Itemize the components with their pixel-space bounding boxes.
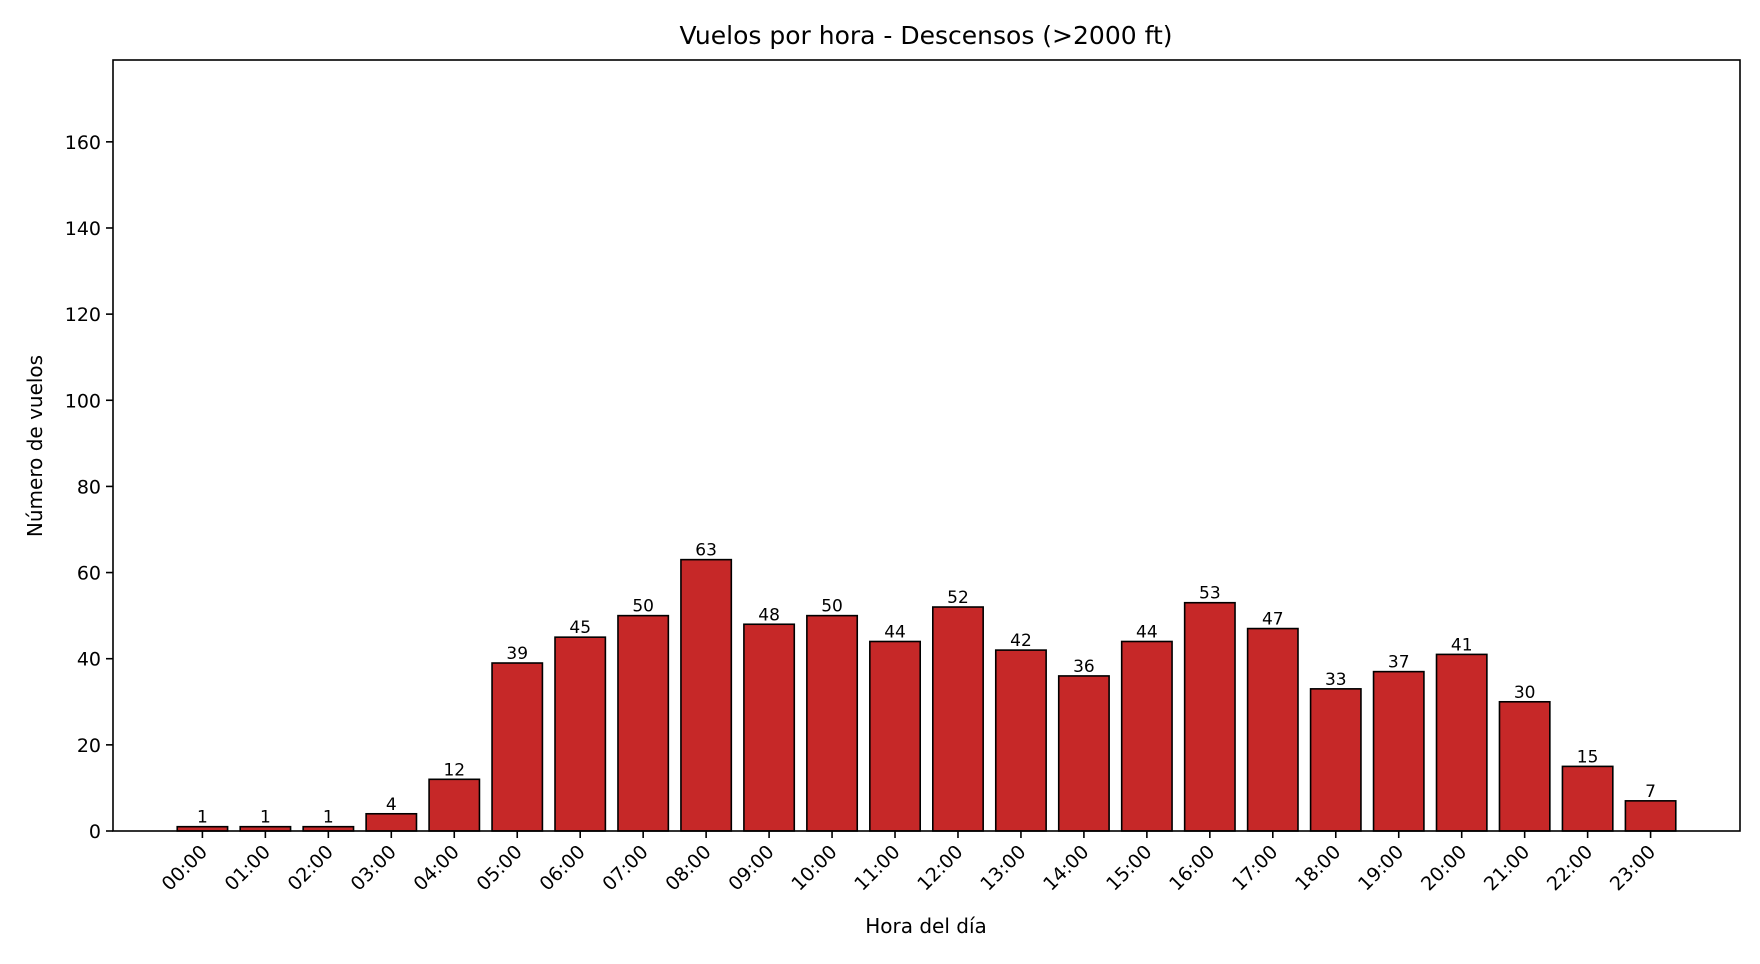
bar-0900	[743, 623, 796, 832]
bar-value-label: 39	[506, 644, 528, 664]
bar-value-label: 42	[1010, 631, 1032, 651]
bar-1300	[994, 649, 1047, 832]
bar-1900	[1372, 670, 1425, 832]
bar-2000	[1435, 653, 1488, 832]
y-tick-label: 0	[89, 821, 101, 843]
chart-title: Vuelos por hora - Descensos (>2000 ft)	[680, 21, 1173, 50]
bar-1200	[931, 606, 984, 832]
bar-value-label: 44	[884, 622, 906, 642]
bar-2200	[1561, 765, 1614, 832]
bar-1600	[1183, 601, 1236, 832]
bar-1400	[1057, 675, 1110, 832]
bar-value-label: 15	[1577, 747, 1599, 767]
bar-value-label: 50	[821, 597, 843, 617]
bar-value-label: 1	[323, 808, 334, 828]
x-tick-label: 23:00	[1606, 841, 1660, 895]
y-tick-label: 60	[77, 563, 101, 585]
y-tick-label: 40	[77, 649, 101, 671]
x-tick-label: 00:00	[158, 841, 212, 895]
x-ticks-group: 00:00 01:00 02:00 03:00 04:00 05:00 06:00 07:00…	[158, 831, 1660, 895]
bar-value-label: 12	[443, 760, 465, 780]
y-tick-label: 80	[77, 476, 101, 498]
bar-value-label: 41	[1451, 635, 1473, 655]
y-ticks-group: 0 20 40 60 80 100 120 140 160	[65, 132, 113, 843]
bar-value-label: 4	[386, 795, 397, 815]
x-tick-label: 19:00	[1354, 841, 1408, 895]
bar-value-label: 36	[1073, 657, 1095, 677]
plot-frame	[112, 59, 1741, 832]
y-tick-label: 120	[65, 304, 101, 326]
bar-value-label: 63	[695, 541, 717, 561]
bar-value-label: 33	[1325, 670, 1347, 690]
x-tick-label: 21:00	[1480, 841, 1534, 895]
x-tick-label: 05:00	[472, 841, 526, 895]
bar-0500	[491, 662, 544, 832]
x-tick-label: 07:00	[598, 841, 652, 895]
x-tick-label: 09:00	[724, 841, 778, 895]
bar-1800	[1309, 688, 1362, 832]
x-tick-label: 18:00	[1291, 841, 1345, 895]
bar-1100	[869, 640, 922, 832]
bar-1500	[1120, 640, 1173, 832]
bars-group: 1 1 1 4 12 39 45 50 63 48 50 44 52 42 36 44 53 47 33 37 41 30…	[176, 541, 1677, 832]
bar-1000	[806, 614, 859, 832]
bar-2300	[1624, 800, 1677, 832]
bar-1700	[1246, 627, 1299, 832]
bar-value-label: 52	[947, 588, 969, 608]
x-tick-label: 17:00	[1228, 841, 1282, 895]
x-tick-label: 03:00	[347, 841, 401, 895]
x-tick-label: 08:00	[661, 841, 715, 895]
x-tick-label: 16:00	[1165, 841, 1219, 895]
bar-value-label: 47	[1262, 610, 1284, 630]
bar-value-label: 45	[569, 618, 591, 638]
bar-0700	[617, 614, 670, 832]
bar-value-label: 48	[758, 605, 780, 625]
bar-value-label: 1	[197, 808, 208, 828]
y-tick-label: 140	[65, 218, 101, 240]
x-tick-label: 22:00	[1543, 841, 1597, 895]
bar-2100	[1498, 700, 1551, 832]
x-tick-label: 11:00	[850, 841, 904, 895]
bar-0300	[365, 812, 418, 832]
x-tick-label: 14:00	[1039, 841, 1093, 895]
x-tick-label: 04:00	[410, 841, 464, 895]
x-tick-label: 01:00	[221, 841, 275, 895]
y-axis-label: Número de vuelos	[23, 355, 47, 537]
bar-value-label: 53	[1199, 584, 1221, 604]
bar-0800	[680, 558, 733, 832]
x-tick-label: 10:00	[787, 841, 841, 895]
y-tick-label: 160	[65, 132, 101, 154]
bar-value-label: 7	[1645, 782, 1656, 802]
y-tick-label: 100	[65, 390, 101, 412]
x-tick-label: 02:00	[284, 841, 338, 895]
x-tick-label: 12:00	[913, 841, 967, 895]
bar-0400	[428, 778, 481, 832]
bar-value-label: 37	[1388, 653, 1410, 673]
bar-value-label: 1	[260, 808, 271, 828]
y-tick-label: 20	[77, 735, 101, 757]
x-tick-label: 06:00	[535, 841, 589, 895]
x-tick-label: 13:00	[976, 841, 1030, 895]
x-tick-label: 20:00	[1417, 841, 1471, 895]
x-axis-label: Hora del día	[865, 914, 987, 938]
bar-value-label: 44	[1136, 622, 1158, 642]
bar-0600	[554, 636, 607, 832]
bar-value-label: 50	[632, 597, 654, 617]
x-tick-label: 15:00	[1102, 841, 1156, 895]
bar-value-label: 30	[1514, 683, 1536, 703]
